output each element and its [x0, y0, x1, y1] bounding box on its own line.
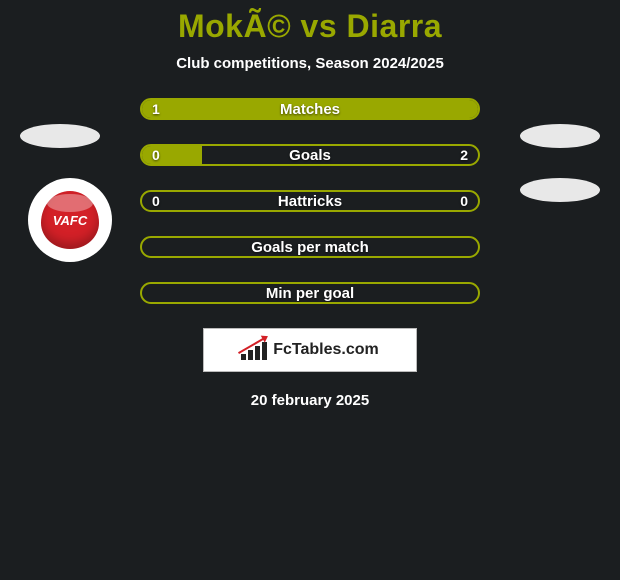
page-title: MokÃ© vs Diarra	[0, 8, 620, 45]
club-badge: VAFC	[28, 178, 112, 262]
stat-row-mpg: Min per goal	[0, 282, 620, 304]
stat-label: Matches	[142, 101, 478, 118]
page-subtitle: Club competitions, Season 2024/2025	[0, 55, 620, 72]
stat-label: Hattricks	[142, 193, 478, 210]
player-right-marker-2	[520, 178, 600, 202]
stat-label: Min per goal	[142, 285, 478, 302]
vafc-shield-icon: VAFC	[41, 191, 99, 249]
stat-bar-track: Goals per match	[140, 236, 480, 258]
stat-bar-track: 02Goals	[140, 144, 480, 166]
watermark-text: FcTables.com	[273, 341, 379, 359]
watermark-box: FcTables.com	[203, 328, 417, 372]
stat-label: Goals	[142, 147, 478, 164]
stat-row-goals: 02Goals	[0, 144, 620, 166]
stat-bar-track: 1Matches	[140, 98, 480, 120]
stat-label: Goals per match	[142, 239, 478, 256]
club-badge-text: VAFC	[53, 213, 87, 228]
player-left-marker	[20, 124, 100, 148]
stat-row-matches: 1Matches	[0, 98, 620, 120]
stat-bar-track: 00Hattricks	[140, 190, 480, 212]
player-right-marker-1	[520, 124, 600, 148]
stat-bar-track: Min per goal	[140, 282, 480, 304]
fctables-icon	[241, 340, 267, 360]
footer-date: 20 february 2025	[0, 392, 620, 409]
